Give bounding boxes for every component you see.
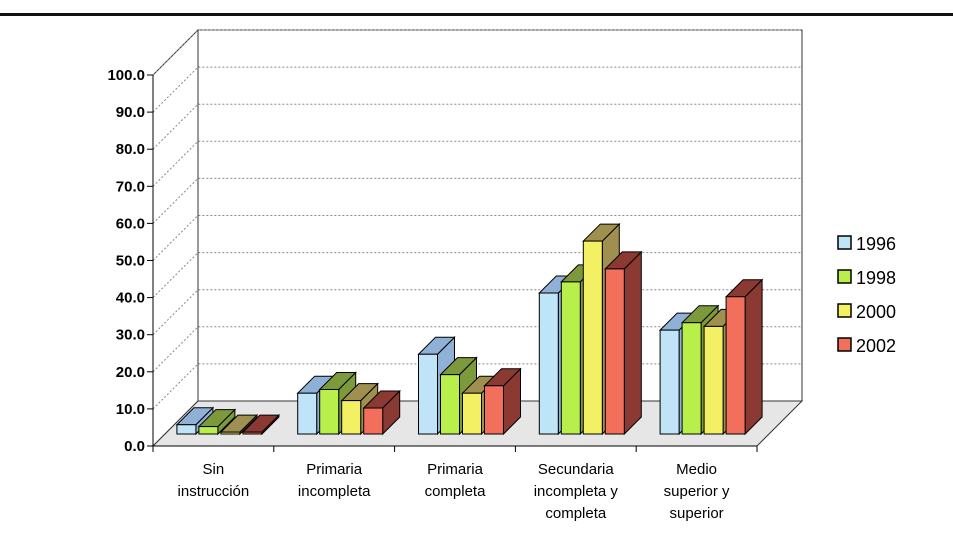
bar-front [484, 385, 504, 435]
category-label: instrucción [178, 483, 250, 500]
y-tick-label: 10.0 [116, 401, 145, 418]
legend-swatch [837, 303, 852, 318]
y-tick-label: 50.0 [116, 253, 145, 270]
y-tick-label: 90.0 [116, 104, 145, 121]
gridline [152, 326, 802, 373]
bar [197, 408, 237, 436]
legend-label: 1996 [856, 234, 896, 254]
category-label: incompleta [298, 483, 371, 500]
gridline [152, 140, 802, 187]
category-label: completa [425, 483, 487, 500]
gridline [152, 103, 802, 150]
bar-front [363, 407, 384, 435]
y-tick-label: 40.0 [116, 290, 145, 307]
bar-front [220, 431, 241, 435]
x-axis: Sin instrucción Primaria incompleta Primaria… [152, 445, 758, 522]
category-label: superior [669, 505, 723, 522]
bar-front [725, 296, 746, 435]
bar-front [582, 240, 603, 435]
gridline [152, 29, 802, 76]
bar-side [744, 278, 763, 436]
top-rule [0, 13, 953, 16]
legend-swatch [837, 235, 852, 250]
bar-front [703, 325, 724, 435]
bar-front [176, 424, 197, 435]
gridline [152, 177, 802, 224]
gridline [152, 215, 802, 261]
bar-front [659, 329, 680, 435]
bar-front [319, 388, 340, 435]
category-label: superior y [664, 483, 730, 500]
category-label: Primaria [427, 461, 483, 478]
bar [219, 413, 259, 436]
bar [483, 367, 522, 436]
legend-swatch [837, 337, 852, 352]
bar-front [560, 281, 581, 435]
bar [241, 413, 281, 436]
bar-front [341, 400, 362, 435]
bar-front [440, 374, 460, 435]
category-label: Primaria [306, 461, 362, 478]
bar-front [418, 353, 438, 435]
y-tick-label: 60.0 [116, 215, 145, 232]
y-axis: 0.0 10.0 20.0 30.0 40.0 50.0 60.0 70.0 80.0 90.0 1… [107, 67, 154, 455]
gridline [152, 66, 802, 113]
bar-front [604, 268, 625, 435]
side-wall [152, 28, 199, 448]
bar-front [538, 292, 559, 435]
gridline [152, 363, 802, 410]
y-tick-label: 80.0 [116, 141, 145, 158]
legend: 1996 1998 2000 2002 [837, 234, 896, 356]
bar [604, 250, 643, 436]
bar-front [297, 392, 318, 435]
legend-swatch [837, 269, 852, 284]
category-label: completa [545, 505, 607, 522]
y-tick-label: 0.0 [124, 438, 145, 455]
legend-label: 2002 [856, 336, 896, 356]
gridline [152, 289, 802, 336]
bar-front [198, 426, 219, 435]
y-tick-label: 100.0 [107, 67, 145, 84]
bar-front [242, 431, 263, 435]
legend-label: 1998 [856, 268, 896, 288]
category-label: Secundaria [538, 461, 615, 478]
legend-label: 2000 [856, 302, 896, 322]
category-label: Medio [676, 461, 717, 478]
y-tick-label: 30.0 [116, 327, 145, 344]
bar [362, 389, 401, 436]
gridline [152, 252, 802, 298]
bars [175, 222, 764, 436]
bar-front [681, 322, 702, 435]
y-tick-label: 20.0 [116, 364, 145, 381]
bar-side [623, 250, 642, 436]
bar-front [462, 392, 482, 435]
category-label: incompleta y [534, 483, 619, 500]
bar [724, 278, 764, 436]
category-label: Sin [203, 461, 225, 478]
y-tick-label: 70.0 [116, 178, 145, 195]
gridlines [152, 29, 802, 410]
